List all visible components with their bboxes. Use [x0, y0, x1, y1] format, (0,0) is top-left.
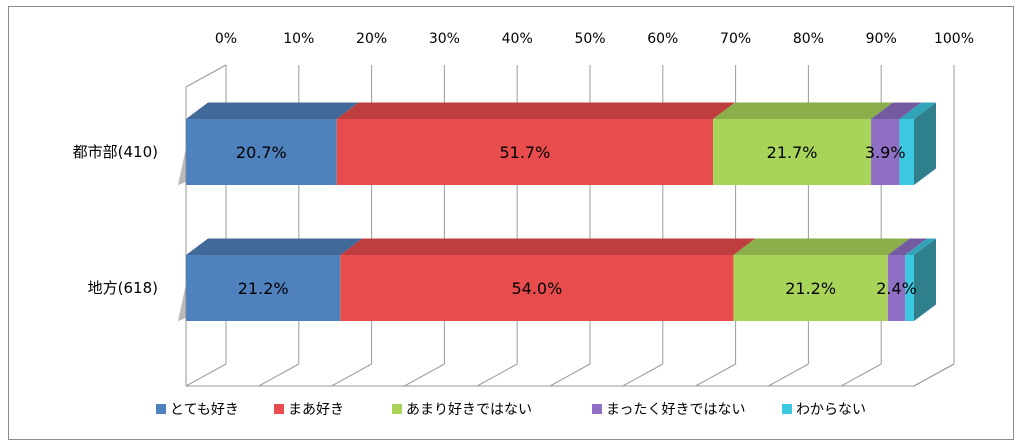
legend-entry: とても好き — [170, 402, 239, 418]
bar-segment — [733, 255, 888, 321]
bar-top-face — [871, 102, 922, 119]
legend-swatch — [592, 404, 602, 414]
data-label: 21.7% — [767, 143, 818, 162]
gridline-floor — [476, 363, 518, 387]
gridline-floor — [404, 363, 445, 387]
legend-swatch — [274, 404, 284, 414]
category-label: 都市部(410) — [73, 143, 158, 161]
gridline-floor — [695, 363, 736, 387]
gridline-floor — [622, 363, 664, 387]
x-tick-label: 80% — [793, 31, 824, 47]
bar-top-face — [713, 102, 894, 119]
legend-entry: わからない — [796, 402, 866, 418]
legend-swatch — [392, 404, 402, 414]
data-labels: 20.7% 51.7% 21.7% 3.9% 21.2% 54.0% 21.2% 2.4% — [236, 143, 917, 298]
gridline-floor — [185, 363, 227, 387]
data-label: 51.7% — [499, 143, 550, 162]
x-tick-label: 100% — [934, 31, 974, 47]
gridline-floor — [549, 363, 591, 387]
bar-segment — [186, 119, 337, 185]
bar-segment — [340, 255, 734, 321]
legend-swatch — [156, 404, 166, 414]
bar-top-face — [905, 238, 936, 255]
bar-side-face — [914, 102, 936, 185]
data-label: 21.2% — [785, 279, 836, 298]
x-axis-tick-labels: 0% 10% 20% 30% 40% 50% 60% 70% 80% 90% 100% — [215, 31, 974, 47]
data-label: 20.7% — [236, 143, 287, 162]
legend-entry: まあ好き — [288, 402, 344, 418]
x-tick-label: 0% — [215, 31, 237, 47]
gridline-floor — [768, 363, 809, 387]
bar-top-face — [336, 102, 736, 119]
x-tick-label: 90% — [866, 31, 897, 47]
legend: とても好き まあ好き あまり好きではない まったく好きではない わからない — [156, 402, 866, 418]
bars — [186, 102, 936, 321]
bar-top-face — [887, 238, 928, 255]
data-label: 3.9% — [865, 143, 906, 162]
data-label: 21.2% — [238, 279, 289, 298]
legend-entry: あまり好きではない — [406, 402, 532, 418]
bar-top-face — [733, 238, 910, 255]
x-tick-label: 10% — [283, 31, 314, 47]
gridline-floor — [258, 363, 300, 387]
bar-segment — [336, 119, 714, 185]
legend-entry: まったく好きではない — [606, 402, 745, 418]
bar-segment — [905, 255, 914, 321]
x-tick-label: 20% — [356, 31, 387, 47]
bar-segment — [186, 255, 341, 321]
bar-side-face — [914, 238, 936, 321]
x-tick-label: 70% — [720, 31, 751, 47]
x-tick-label: 40% — [502, 31, 533, 47]
stacked-bar-chart: 0% 10% 20% 30% 40% 50% 60% 70% 80% 90% 100% 都市部(41… — [73, 31, 974, 418]
bar-top-face — [340, 238, 756, 255]
x-tick-label: 60% — [647, 31, 678, 47]
x-tick-label: 30% — [429, 31, 460, 47]
bar-segment — [887, 255, 906, 321]
chart-frame: 0% 10% 20% 30% 40% 50% 60% 70% 80% 90% 100% 都市部(41… — [8, 6, 1014, 440]
data-label: 2.4% — [876, 279, 917, 298]
gridline-floor — [331, 363, 372, 387]
bar-segment — [713, 119, 872, 185]
category-labels: 都市部(410) 地方(618) — [73, 143, 158, 297]
gridline-floor — [840, 363, 882, 387]
legend-swatch — [782, 404, 792, 414]
category-label: 地方(618) — [88, 279, 158, 297]
bar-segment — [899, 119, 914, 185]
wall-edge — [185, 64, 227, 88]
data-label: 54.0% — [511, 279, 562, 298]
gridline-floor — [913, 363, 955, 387]
x-tick-label: 50% — [574, 31, 605, 47]
bar-top-face — [899, 102, 936, 119]
bar-segment — [871, 119, 900, 185]
bar-top-face — [186, 238, 363, 255]
bar-top-face — [186, 102, 359, 119]
